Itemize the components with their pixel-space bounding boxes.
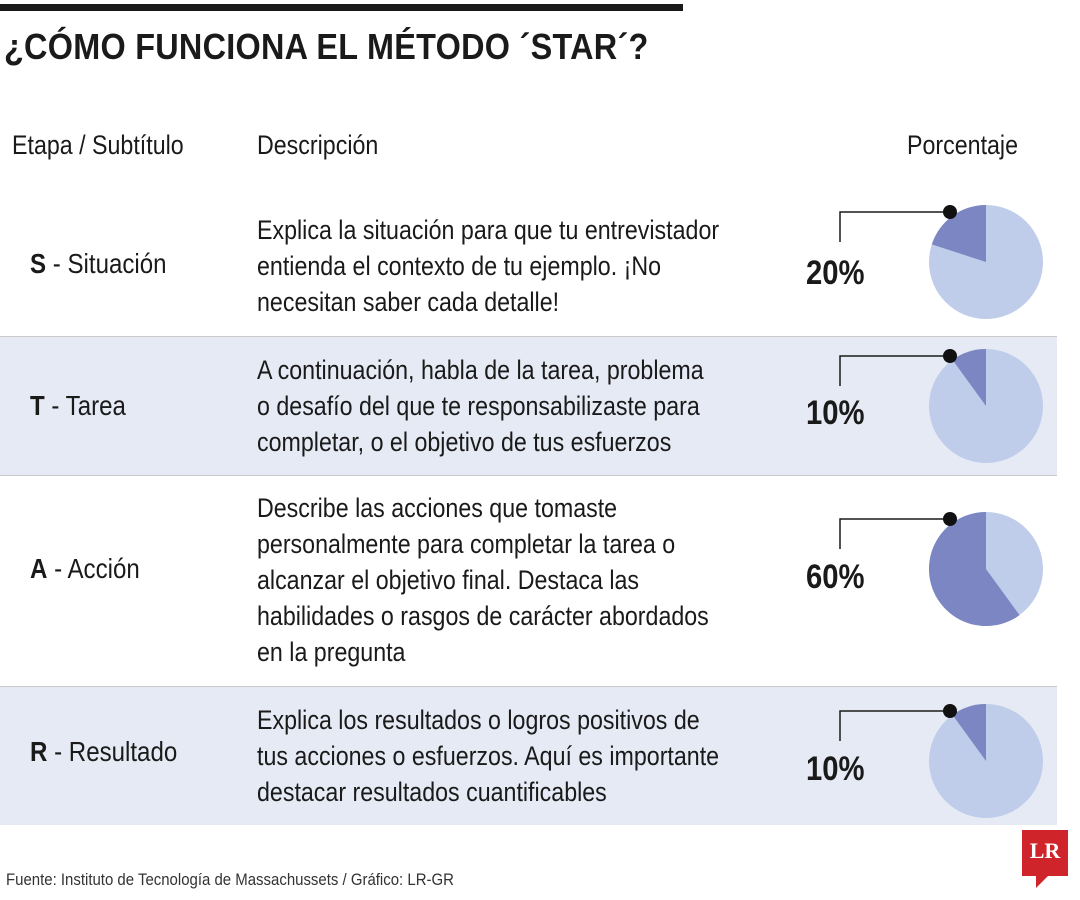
description-t: A continuación, habla de la tarea, probl…	[257, 355, 704, 457]
stage-letter-t: T	[30, 390, 45, 421]
stage-label-s: S - Situación	[30, 248, 167, 280]
table-row-t	[0, 337, 1057, 475]
pie-slice	[952, 704, 986, 761]
leader-dot	[943, 205, 957, 219]
pie-chart-a	[839, 512, 1043, 626]
header-stage: Etapa / Subtítulo	[12, 130, 184, 160]
lr-logo-shape	[1022, 830, 1068, 888]
leader-line	[839, 710, 950, 741]
pie-slice	[928, 512, 1020, 626]
leader-dot	[943, 512, 957, 526]
leader-line	[839, 518, 950, 549]
stage-label-r: R - Resultado	[30, 736, 177, 768]
pie-slice	[931, 205, 986, 262]
page-title: ¿CÓMO FUNCIONA EL MÉTODO ´STAR´?	[4, 26, 649, 67]
lr-logo: LR	[1022, 830, 1068, 888]
lr-logo-text: LR	[1029, 838, 1061, 863]
stage-letter-a: A	[30, 553, 48, 584]
stage-name-r: - Resultado	[54, 736, 178, 767]
stage-label-a: A - Acción	[30, 553, 140, 585]
percent-label-a: 60%	[806, 558, 865, 596]
header-percentage: Porcentaje	[907, 130, 1019, 160]
row-divider	[0, 475, 1057, 476]
pie-chart-t	[839, 349, 1043, 463]
percent-label-r: 10%	[806, 750, 865, 788]
leader-line	[839, 355, 950, 386]
percent-label-s: 20%	[806, 254, 865, 292]
stage-label-t: T - Tarea	[30, 390, 126, 422]
leader-line	[839, 211, 950, 242]
description-r: Explica los resultados o logros positivo…	[257, 705, 720, 807]
source-note: Fuente: Instituto de Tecnología de Massa…	[6, 870, 454, 889]
pie-chart-r	[839, 704, 1043, 818]
stage-name-s: - Situación	[52, 248, 167, 279]
stage-letter-s: S	[30, 248, 47, 279]
pie-slice	[952, 349, 986, 406]
pie-chart-s	[839, 205, 1043, 319]
description-a: Describe las acciones que tomaste person…	[257, 493, 709, 667]
row-divider	[0, 686, 1057, 687]
stage-name-a: - Acción	[54, 553, 140, 584]
stage-name-t: - Tarea	[51, 390, 126, 421]
percent-label-t: 10%	[806, 394, 865, 432]
stage-letter-r: R	[30, 736, 48, 767]
description-s: Explica la situación para que tu entrevi…	[257, 215, 720, 317]
table-row-r	[0, 687, 1057, 825]
row-divider	[0, 336, 1057, 337]
leader-dot	[943, 704, 957, 718]
top-rule	[0, 4, 683, 11]
leader-dot	[943, 349, 957, 363]
header-description: Descripción	[257, 130, 379, 160]
